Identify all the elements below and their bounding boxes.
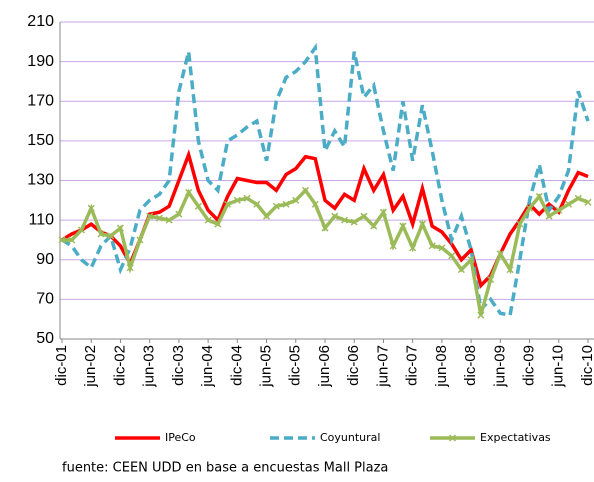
x-tick-label: jun-04 xyxy=(199,345,216,388)
point-marker xyxy=(194,202,202,210)
point-marker xyxy=(584,198,592,206)
legend-label: IPeCo xyxy=(165,431,196,444)
point-marker xyxy=(457,266,465,274)
point-marker xyxy=(301,186,310,194)
point-marker xyxy=(574,194,582,202)
x-tick-label: jun-10 xyxy=(550,345,567,388)
series-line xyxy=(62,187,589,316)
point-marker xyxy=(253,200,261,208)
y-tick-label: 150 xyxy=(27,132,54,149)
x-tick-label: dic-05 xyxy=(287,345,304,386)
x-tick-label: jun-06 xyxy=(316,345,333,388)
x-tick-label: dic-01 xyxy=(53,345,70,386)
x-tick-label: dic-03 xyxy=(170,345,187,386)
point-marker xyxy=(428,242,436,250)
point-marker xyxy=(97,230,105,238)
point-marker xyxy=(185,188,193,196)
legend-label: Expectativas xyxy=(480,431,551,444)
point-marker xyxy=(409,244,417,252)
point-marker xyxy=(438,244,446,252)
y-tick-label: 190 xyxy=(27,53,54,70)
point-marker xyxy=(399,222,407,230)
y-tick-label: 170 xyxy=(27,92,54,109)
point-marker xyxy=(214,220,222,228)
point-marker xyxy=(146,212,154,220)
legend-label: Coyuntural xyxy=(320,431,380,444)
point-marker xyxy=(116,224,124,232)
point-marker xyxy=(68,236,76,244)
y-tick-label: 50 xyxy=(36,330,54,347)
point-marker xyxy=(506,266,514,274)
x-tick-label: jun-05 xyxy=(258,345,275,388)
point-marker xyxy=(535,192,543,200)
point-marker xyxy=(467,256,475,264)
x-tick-label: dic-10 xyxy=(579,345,594,386)
source-note: fuente: CEEN UDD en base a encuestas Mal… xyxy=(62,461,388,476)
point-marker xyxy=(311,200,319,208)
x-tick-label: dic-07 xyxy=(404,345,421,386)
point-marker xyxy=(350,218,358,226)
y-tick-label: 110 xyxy=(28,211,54,228)
point-marker xyxy=(263,212,271,220)
point-marker xyxy=(340,216,349,224)
x-tick-label: jun-02 xyxy=(82,345,99,388)
point-marker xyxy=(516,220,524,228)
point-marker xyxy=(564,200,573,208)
legend-marker xyxy=(448,434,457,442)
x-tick-label: dic-09 xyxy=(521,345,538,386)
point-marker xyxy=(175,210,183,218)
point-marker xyxy=(477,311,485,319)
point-marker xyxy=(233,196,241,204)
point-marker xyxy=(243,194,251,202)
point-marker xyxy=(389,242,397,250)
y-tick-label: 70 xyxy=(36,291,54,308)
point-marker xyxy=(321,224,329,232)
point-marker xyxy=(418,220,426,228)
point-marker xyxy=(292,196,300,204)
point-marker xyxy=(448,252,456,260)
y-tick-label: 210 xyxy=(27,13,54,30)
point-marker xyxy=(555,206,563,214)
point-marker xyxy=(496,250,504,258)
point-marker xyxy=(77,226,86,234)
point-marker xyxy=(204,216,212,224)
point-marker xyxy=(545,212,553,220)
x-tick-label: dic-08 xyxy=(462,345,479,386)
point-marker xyxy=(136,236,144,244)
point-marker xyxy=(126,264,134,272)
series-line xyxy=(61,42,590,318)
x-tick-label: dic-04 xyxy=(228,345,245,386)
point-marker xyxy=(224,200,232,208)
point-marker xyxy=(370,222,378,230)
point-marker xyxy=(155,214,163,222)
x-tick-label: dic-06 xyxy=(345,345,362,386)
y-tick-label: 90 xyxy=(36,251,54,268)
point-marker xyxy=(107,232,115,240)
x-tick-label: jun-09 xyxy=(491,345,508,388)
point-marker xyxy=(58,236,66,244)
point-marker xyxy=(331,212,339,220)
point-marker xyxy=(360,212,368,220)
point-marker xyxy=(526,204,534,212)
point-marker xyxy=(165,216,173,224)
x-tick-label: jun-07 xyxy=(374,345,391,388)
point-marker xyxy=(272,202,280,210)
point-marker xyxy=(282,200,290,208)
x-tick-label: jun-03 xyxy=(141,345,158,388)
x-tick-label: dic-02 xyxy=(111,345,128,386)
point-marker xyxy=(379,208,387,216)
y-tick-label: 130 xyxy=(27,172,54,189)
x-tick-label: jun-08 xyxy=(433,345,450,388)
point-marker xyxy=(487,276,495,284)
point-marker xyxy=(87,204,95,212)
